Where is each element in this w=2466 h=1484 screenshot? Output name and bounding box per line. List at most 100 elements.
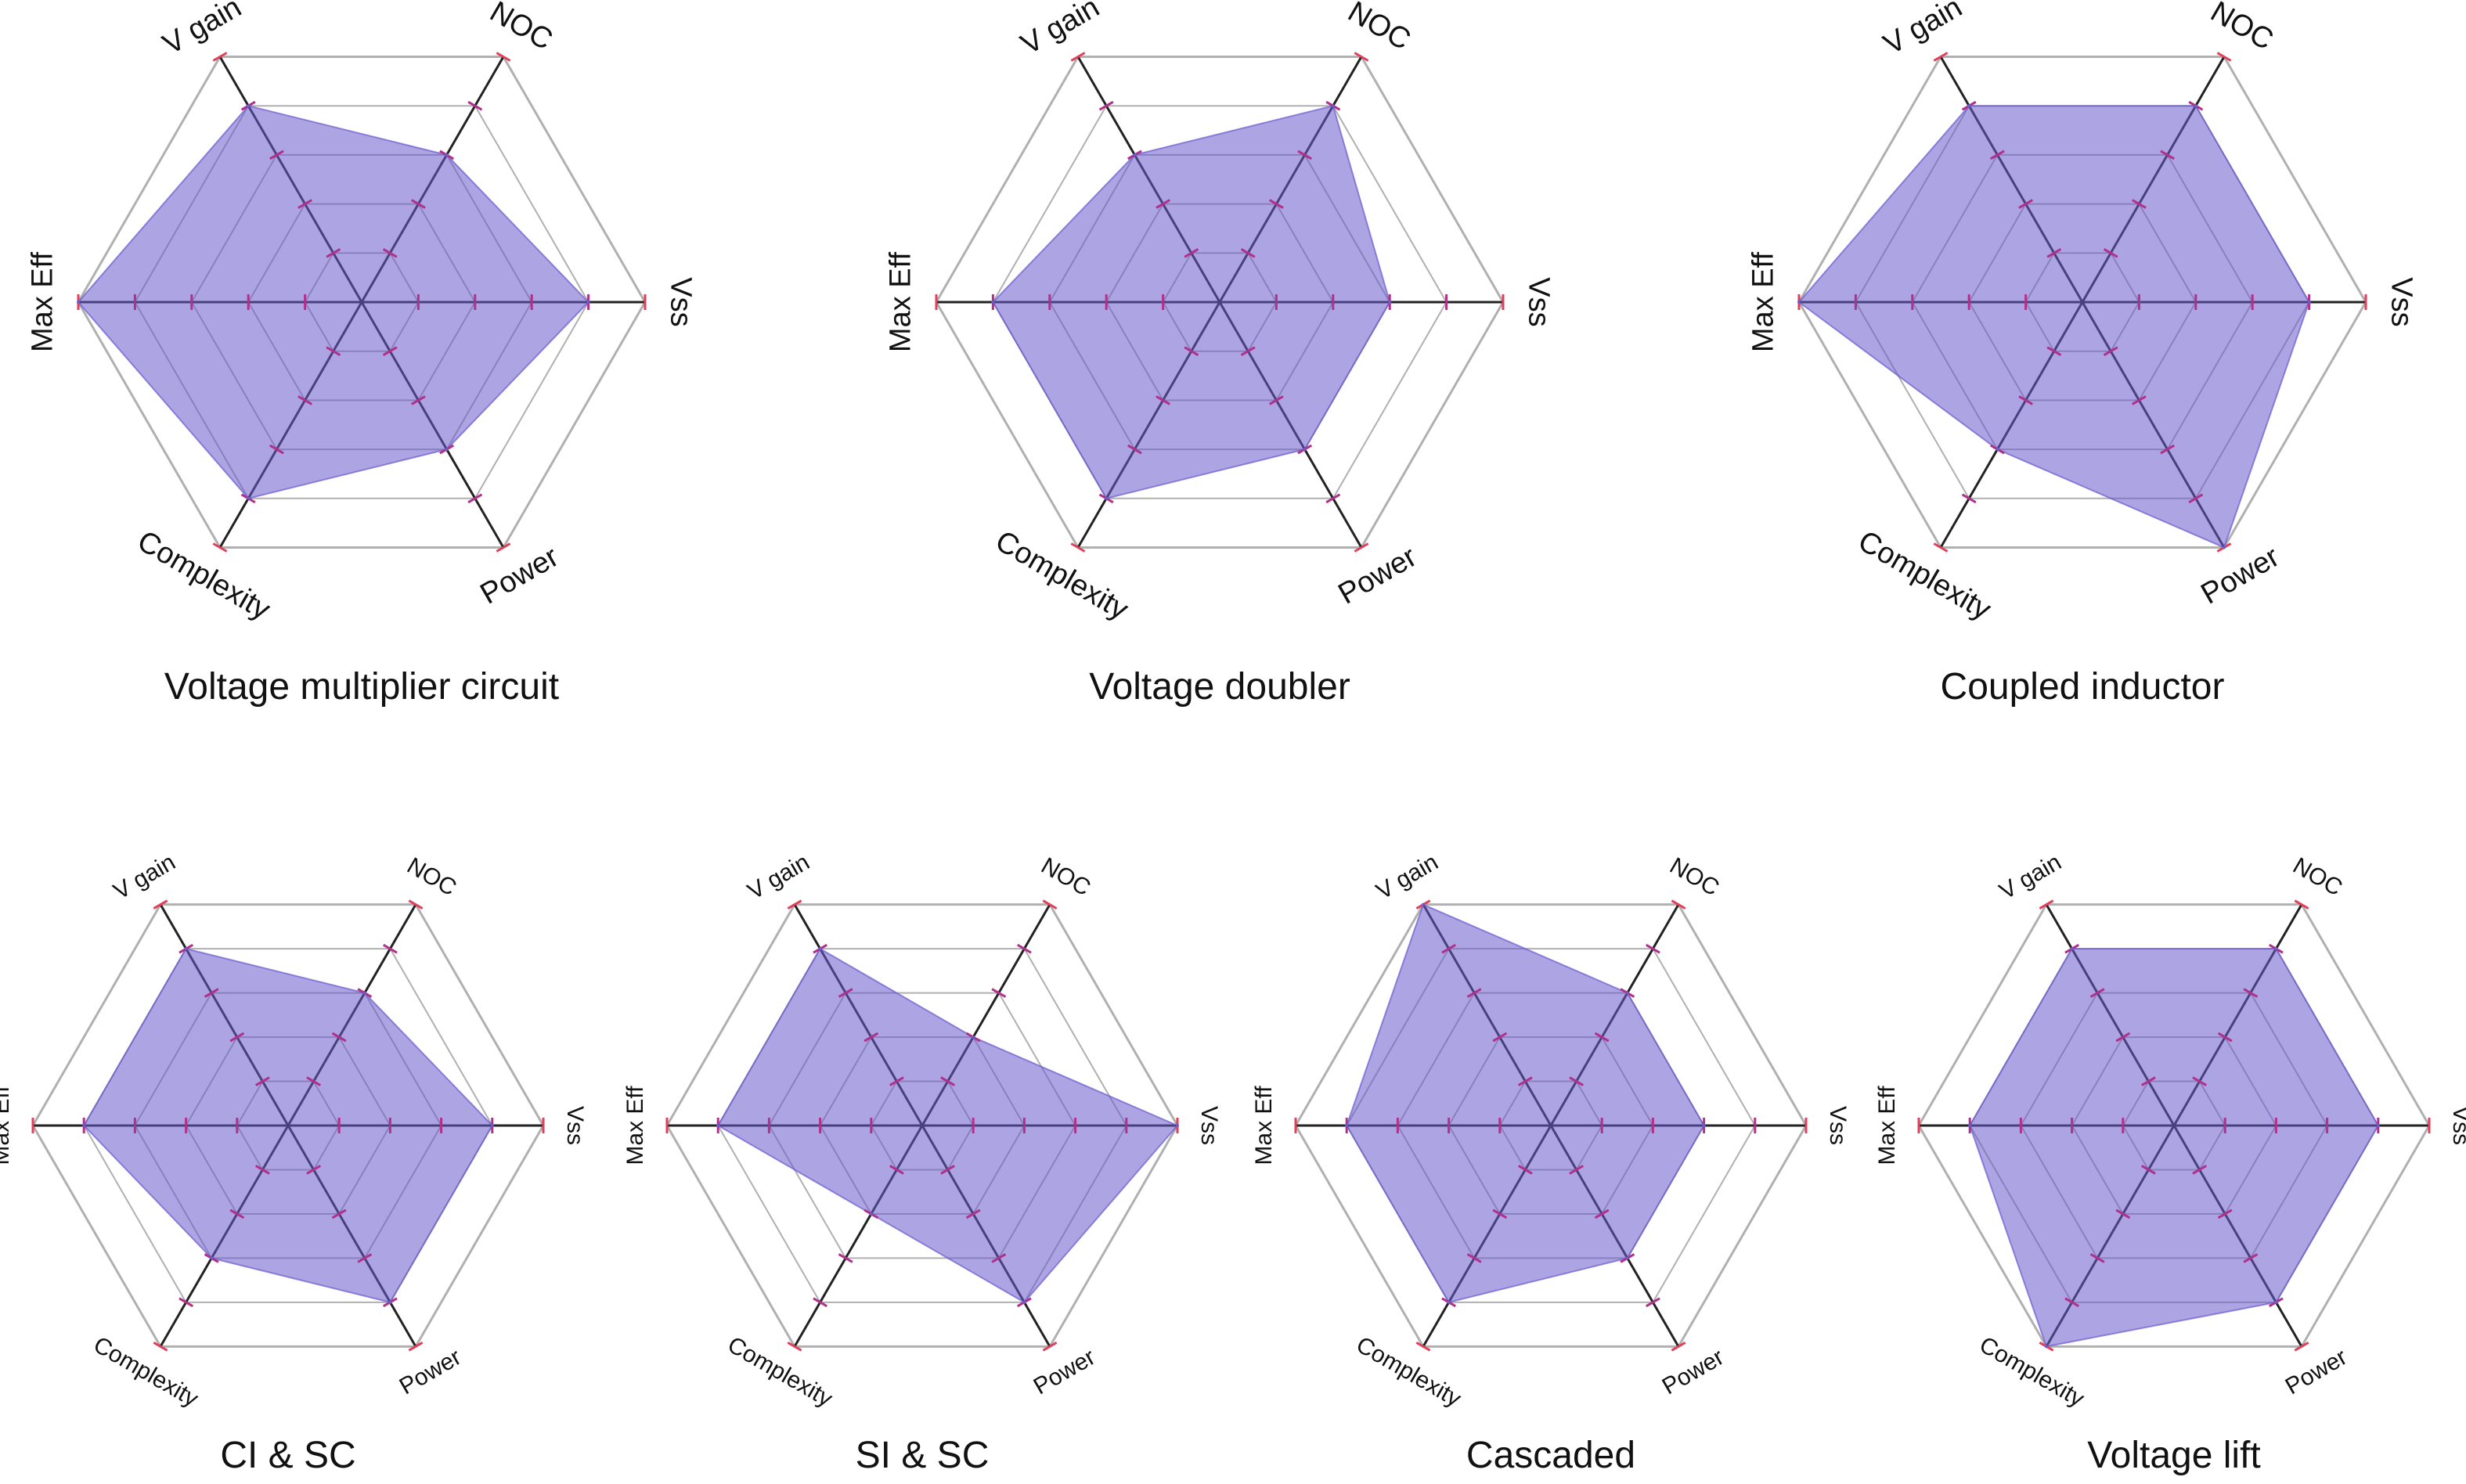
axis-tick (991, 988, 1007, 998)
axis-label: Power (1658, 1344, 1729, 1399)
data-point (362, 991, 366, 995)
axis-tick (1569, 1076, 1585, 1086)
axis-tick (2131, 199, 2147, 209)
axis-tick (382, 248, 398, 258)
axis-tick (2039, 899, 2054, 909)
axis-label: Power (1333, 540, 1423, 611)
axis-tick (2217, 1208, 2233, 1219)
radar-chart: Vss NOC V gain Max Eff Complexity Power (1874, 849, 2466, 1412)
axis-tick (1466, 1253, 1482, 1263)
axis-label: Complexity (1352, 1331, 1466, 1412)
axis-tick (2192, 1076, 2208, 1086)
axis-label: V gain (744, 849, 814, 905)
data-polygon (716, 947, 1179, 1304)
axis-tick (2064, 1297, 2080, 1308)
data-point (1447, 1300, 1451, 1304)
axis-tick (787, 1342, 802, 1352)
axis-tick (2089, 1253, 2105, 1263)
axis-tick (1042, 899, 1058, 909)
axis-label: Complexity (990, 524, 1134, 626)
axis-tick (2188, 493, 2204, 504)
axis-tick (382, 346, 398, 356)
axis-label: Complexity (89, 1331, 203, 1412)
data-point (1176, 1124, 1179, 1127)
axis-tick (153, 899, 168, 909)
axis-tick (2243, 988, 2259, 998)
axis-tick (1127, 444, 1142, 455)
chart-title: CI & SC (220, 1435, 356, 1476)
axis-label: NOC (402, 852, 460, 901)
data-polygon (992, 104, 1391, 499)
data-point (1422, 902, 1425, 906)
axis-tick (297, 199, 313, 209)
axis-tick (787, 899, 802, 909)
axis-tick (1645, 943, 1660, 954)
data-point (247, 496, 251, 500)
axis-tick (408, 1342, 424, 1352)
axis-label: Complexity (1975, 1331, 2089, 1412)
data-point (388, 1300, 392, 1304)
axis-label: V gain (157, 0, 247, 61)
data-point (1331, 104, 1335, 108)
axis-tick (2160, 149, 2176, 160)
data-point (1303, 448, 1307, 452)
axis-tick (2046, 346, 2062, 356)
axis-tick (1297, 149, 1313, 160)
axis-tick (1645, 1297, 1660, 1308)
axis-label: Max Eff (885, 252, 918, 353)
axis-tick (838, 1253, 853, 1263)
axis-tick (229, 1208, 245, 1219)
axis-label: Vss (2448, 1106, 2466, 1145)
data-point (82, 1124, 86, 1127)
data-point (1967, 104, 1971, 108)
axis-label: Max Eff (1874, 1086, 1900, 1165)
axis-label: V gain (1372, 849, 1443, 905)
data-polygon (1346, 903, 1705, 1304)
axis-label: NOC (2205, 0, 2279, 56)
axis-label: NOC (1037, 852, 1094, 901)
axis-tick (1325, 493, 1341, 504)
data-point (972, 1036, 975, 1039)
data-point (1345, 1124, 1349, 1127)
axis-tick (2216, 52, 2232, 62)
radar-chart: Vss NOC V gain Max Eff Complexity Power (1747, 0, 2418, 627)
axis-label: Complexity (1852, 524, 1996, 626)
data-point (490, 1124, 494, 1127)
axis-label: V gain (1015, 0, 1105, 61)
axis-tick (2294, 1342, 2309, 1352)
axis-tick (1070, 52, 1086, 62)
axis-tick (1354, 52, 1369, 62)
axis-label: NOC (485, 0, 558, 56)
axis-tick (410, 395, 426, 405)
radar-chart: Vss NOC V gain Max Eff Complexity Power (27, 0, 698, 627)
chart-title: Coupled inductor (1940, 666, 2225, 708)
axis-label: V gain (1878, 0, 1967, 61)
axis-label: Complexity (132, 524, 276, 626)
axis-tick (1268, 199, 1284, 209)
axis-tick (2217, 1032, 2233, 1043)
axis-label: Power (395, 1344, 466, 1399)
data-point (445, 153, 449, 157)
axis-tick (212, 52, 228, 62)
axis-tick (2140, 1076, 2156, 1086)
axis-label: Power (2281, 1344, 2352, 1399)
data-point (716, 1124, 720, 1127)
data-polygon (1797, 105, 2310, 549)
axis-tick (2046, 248, 2062, 258)
data-point (1388, 301, 1392, 304)
axis-tick (178, 1297, 194, 1308)
axis-tick (1042, 1342, 1058, 1352)
data-point (247, 104, 251, 108)
axis-tick (382, 943, 398, 954)
radar-chart: Vss NOC V gain Max Eff Complexity Power (622, 849, 1222, 1412)
axis-label: Power (475, 540, 565, 611)
axis-label: NOC (2288, 852, 2346, 901)
axis-tick (940, 1165, 956, 1175)
data-point (445, 448, 449, 452)
axis-tick (326, 248, 341, 258)
axis-tick (331, 1032, 347, 1043)
data-point (77, 301, 80, 304)
data-polygon (82, 947, 494, 1304)
axis-label: V gain (1996, 849, 2066, 905)
data-point (1625, 991, 1629, 995)
